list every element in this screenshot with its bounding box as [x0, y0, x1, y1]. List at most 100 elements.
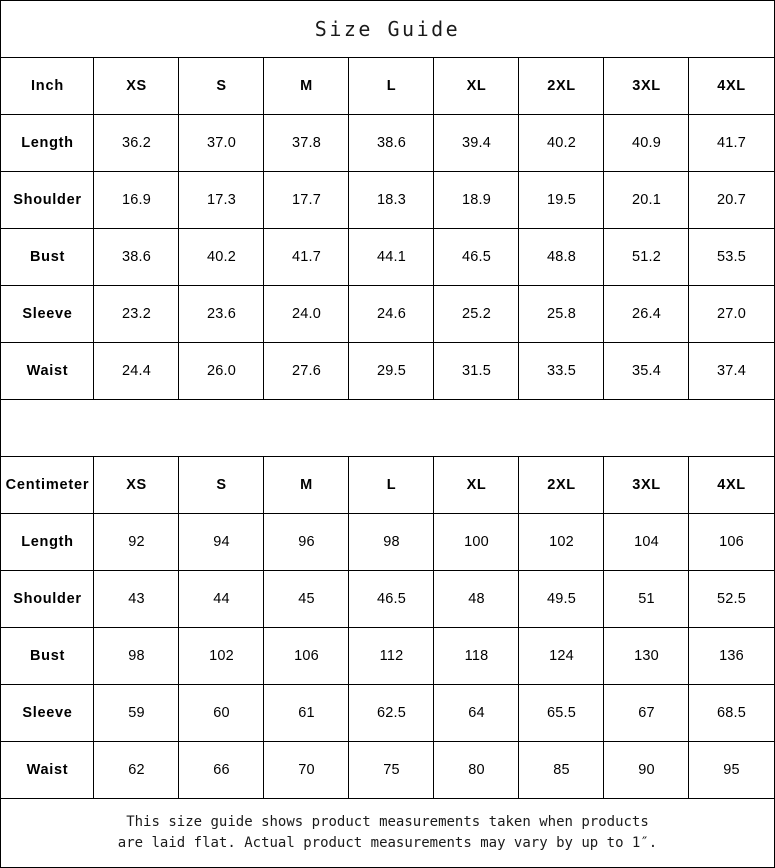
cm-header-row: Centimeter XS S M L XL 2XL 3XL 4XL	[0, 456, 775, 514]
inch-waist-3xl: 35.4	[603, 342, 690, 400]
inch-size-header-2xl: 2XL	[518, 57, 605, 115]
inch-sleeve-4xl: 27.0	[688, 285, 775, 343]
cm-sleeve-xl: 64	[433, 684, 520, 742]
cm-bust-s: 102	[178, 627, 265, 685]
cm-length-xl: 100	[433, 513, 520, 571]
cm-row-label-shoulder: Shoulder	[0, 570, 95, 628]
cm-shoulder-m: 45	[263, 570, 350, 628]
inch-shoulder-xl: 18.9	[433, 171, 520, 229]
inch-size-header-m: M	[263, 57, 350, 115]
cm-size-header-xl: XL	[433, 456, 520, 514]
table-row: Waist 62 66 70 75 80 85 90 95	[0, 741, 775, 799]
cm-waist-2xl: 85	[518, 741, 605, 799]
inch-waist-m: 27.6	[263, 342, 350, 400]
cm-length-m: 96	[263, 513, 350, 571]
table-row: Bust 98 102 106 112 118 124 130 136	[0, 627, 775, 685]
cm-unit-label: Centimeter	[0, 456, 95, 514]
inch-row-label-bust: Bust	[0, 228, 95, 286]
cm-shoulder-l: 46.5	[348, 570, 435, 628]
size-guide-note-line-1: This size guide shows product measuremen…	[126, 814, 649, 830]
inch-waist-xl: 31.5	[433, 342, 520, 400]
cm-bust-3xl: 130	[603, 627, 690, 685]
cm-row-label-sleeve: Sleeve	[0, 684, 95, 742]
cm-length-2xl: 102	[518, 513, 605, 571]
cm-sleeve-l: 62.5	[348, 684, 435, 742]
inch-waist-4xl: 37.4	[688, 342, 775, 400]
inch-waist-s: 26.0	[178, 342, 265, 400]
inch-bust-s: 40.2	[178, 228, 265, 286]
inch-length-l: 38.6	[348, 114, 435, 172]
cm-length-4xl: 106	[688, 513, 775, 571]
cm-bust-xl: 118	[433, 627, 520, 685]
cm-sleeve-4xl: 68.5	[688, 684, 775, 742]
note-row: This size guide shows product measuremen…	[0, 798, 775, 868]
inch-shoulder-m: 17.7	[263, 171, 350, 229]
cm-length-3xl: 104	[603, 513, 690, 571]
inch-length-2xl: 40.2	[518, 114, 605, 172]
inch-length-xl: 39.4	[433, 114, 520, 172]
inch-row-label-shoulder: Shoulder	[0, 171, 95, 229]
inch-shoulder-s: 17.3	[178, 171, 265, 229]
inch-length-4xl: 41.7	[688, 114, 775, 172]
cm-size-header-2xl: 2XL	[518, 456, 605, 514]
inch-shoulder-2xl: 19.5	[518, 171, 605, 229]
cm-sleeve-xs: 59	[93, 684, 180, 742]
cm-shoulder-s: 44	[178, 570, 265, 628]
inch-size-header-xl: XL	[433, 57, 520, 115]
page-title: Size Guide	[0, 0, 775, 58]
inch-size-header-xs: XS	[93, 57, 180, 115]
table-spacer-row	[0, 399, 775, 457]
size-guide-note: This size guide shows product measuremen…	[0, 798, 775, 868]
inch-shoulder-3xl: 20.1	[603, 171, 690, 229]
cm-bust-l: 112	[348, 627, 435, 685]
inch-length-3xl: 40.9	[603, 114, 690, 172]
cm-size-header-4xl: 4XL	[688, 456, 775, 514]
inch-sleeve-2xl: 25.8	[518, 285, 605, 343]
inch-length-m: 37.8	[263, 114, 350, 172]
title-row: Size Guide	[0, 0, 775, 58]
inch-length-s: 37.0	[178, 114, 265, 172]
table-row: Shoulder 43 44 45 46.5 48 49.5 51 52.5	[0, 570, 775, 628]
inch-bust-xl: 46.5	[433, 228, 520, 286]
cm-row-label-bust: Bust	[0, 627, 95, 685]
inch-bust-4xl: 53.5	[688, 228, 775, 286]
table-row: Shoulder 16.9 17.3 17.7 18.3 18.9 19.5 2…	[0, 171, 775, 229]
cm-shoulder-xs: 43	[93, 570, 180, 628]
inch-bust-2xl: 48.8	[518, 228, 605, 286]
inch-sleeve-xs: 23.2	[93, 285, 180, 343]
inch-sleeve-s: 23.6	[178, 285, 265, 343]
inch-bust-l: 44.1	[348, 228, 435, 286]
cm-row-label-length: Length	[0, 513, 95, 571]
cm-waist-4xl: 95	[688, 741, 775, 799]
inch-waist-2xl: 33.5	[518, 342, 605, 400]
table-spacer	[0, 399, 775, 457]
inch-waist-xs: 24.4	[93, 342, 180, 400]
cm-waist-m: 70	[263, 741, 350, 799]
inch-sleeve-l: 24.6	[348, 285, 435, 343]
table-row: Waist 24.4 26.0 27.6 29.5 31.5 33.5 35.4…	[0, 342, 775, 400]
inch-row-label-sleeve: Sleeve	[0, 285, 95, 343]
cm-shoulder-xl: 48	[433, 570, 520, 628]
inch-sleeve-m: 24.0	[263, 285, 350, 343]
inch-sleeve-3xl: 26.4	[603, 285, 690, 343]
cm-sleeve-3xl: 67	[603, 684, 690, 742]
cm-shoulder-4xl: 52.5	[688, 570, 775, 628]
inch-size-header-4xl: 4XL	[688, 57, 775, 115]
table-row: Length 92 94 96 98 100 102 104 106	[0, 513, 775, 571]
inch-bust-m: 41.7	[263, 228, 350, 286]
inch-shoulder-xs: 16.9	[93, 171, 180, 229]
cm-bust-2xl: 124	[518, 627, 605, 685]
inch-sleeve-xl: 25.2	[433, 285, 520, 343]
cm-size-header-3xl: 3XL	[603, 456, 690, 514]
cm-length-xs: 92	[93, 513, 180, 571]
size-guide-note-line-2: are laid flat. Actual product measuremen…	[117, 835, 658, 851]
inch-header-row: Inch XS S M L XL 2XL 3XL 4XL	[0, 57, 775, 115]
cm-size-header-xs: XS	[93, 456, 180, 514]
cm-length-s: 94	[178, 513, 265, 571]
inch-bust-3xl: 51.2	[603, 228, 690, 286]
cm-row-label-waist: Waist	[0, 741, 95, 799]
table-row: Sleeve 23.2 23.6 24.0 24.6 25.2 25.8 26.…	[0, 285, 775, 343]
table-row: Length 36.2 37.0 37.8 38.6 39.4 40.2 40.…	[0, 114, 775, 172]
